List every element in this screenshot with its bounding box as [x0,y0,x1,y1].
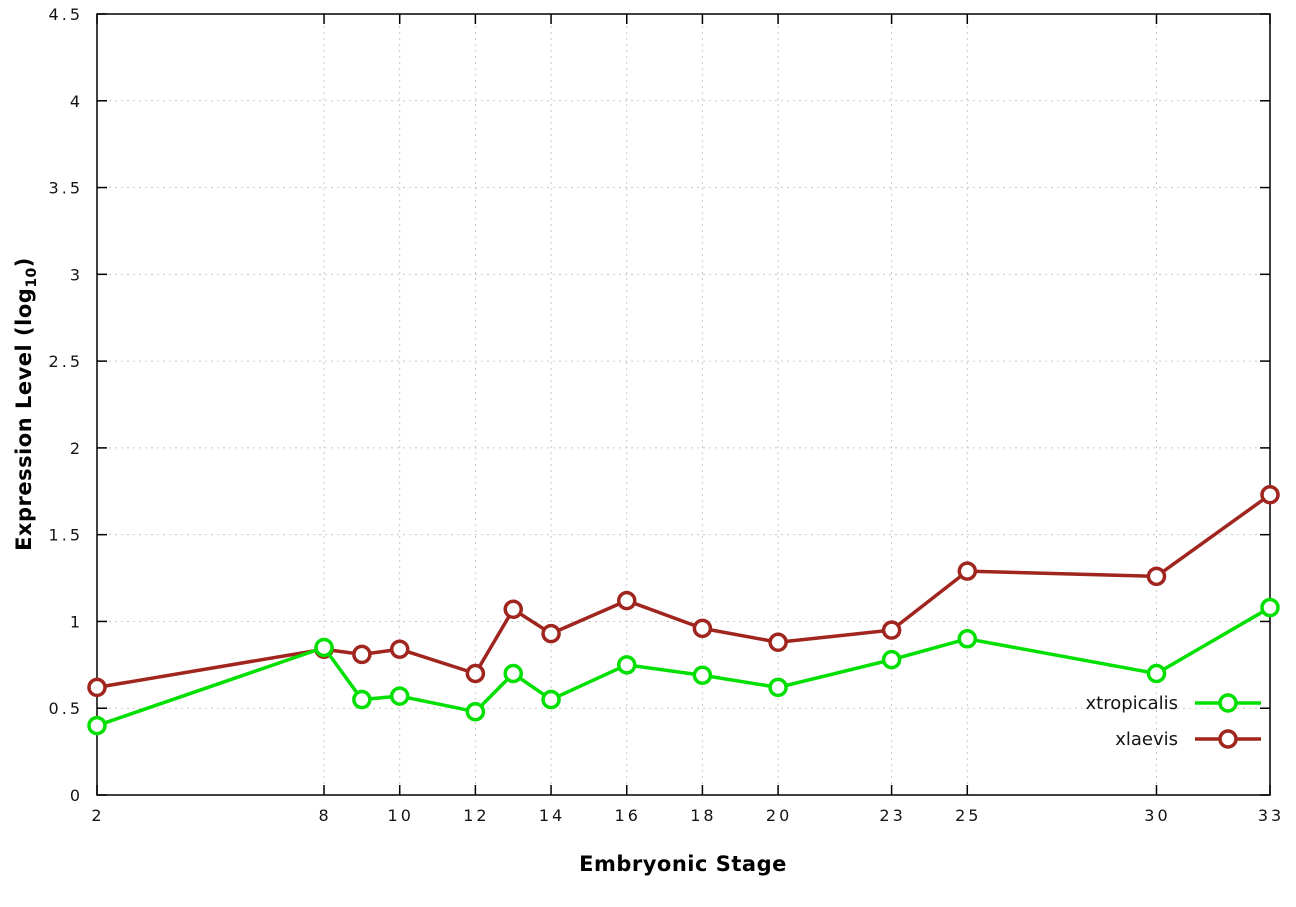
data-point-xlaevis [465,663,486,684]
series-xtropicalis [87,597,1280,736]
legend-item-xtropicalis: xtropicalis [1086,685,1264,721]
series-line-xlaevis [95,492,1272,690]
x-tick-label: 8 [318,806,331,825]
x-tick-label: 12 [463,806,489,825]
data-point-xtropicalis [957,629,978,649]
legend-sample-xtropicalis [1195,693,1261,713]
data-point-xtropicalis [1146,663,1167,684]
data-point-xtropicalis [616,655,637,675]
data-point-xlaevis [692,618,713,639]
data-point-xlaevis [768,632,788,653]
x-tick-label: 23 [879,806,905,825]
data-point-xlaevis [503,599,523,620]
series-xlaevis [87,484,1280,698]
x-tick-label: 14 [539,806,565,825]
data-point-xtropicalis [87,715,107,736]
data-point-xtropicalis [881,649,902,670]
x-tick-label: 20 [766,806,792,825]
y-axis-label-subscript: 10 [24,267,41,288]
data-point-xlaevis [389,639,410,659]
legend-label-xlaevis: xlaevis [1115,728,1178,750]
y-tick-label: 1 [70,612,83,631]
y-axis-label-text: Expression Level (log [11,287,36,551]
data-point-xlaevis [616,590,637,611]
data-point-xtropicalis [352,689,372,710]
x-tick-labels: 2 8 10 12 14 16 18 20 23 25 30 33 [91,806,1284,825]
y-tick-label: 3.5 [49,179,83,198]
axis-ticks [96,13,1271,796]
data-point-xtropicalis [1260,597,1280,618]
y-tick-label: 2 [70,439,83,458]
x-tick-label: 16 [615,806,641,825]
data-point-xlaevis [881,620,902,640]
data-point-xlaevis [352,644,372,665]
x-tick-label: 2 [91,806,104,825]
legend-label-xtropicalis: xtropicalis [1085,692,1178,714]
data-point-xtropicalis [465,701,486,722]
y-tick-label: 0.5 [49,699,83,718]
y-tick-label: 2.5 [49,352,83,371]
y-tick-label: 4 [70,92,83,111]
x-tick-label: 18 [690,806,716,825]
data-point-xtropicalis [503,663,523,684]
legend-marker-icon [1218,729,1238,749]
y-axis-label: Expression Level (log10) [12,257,40,551]
y-tick-label: 3 [70,265,83,284]
x-tick-label: 30 [1144,806,1170,825]
data-point-xtropicalis [389,686,410,706]
x-tick-label: 25 [955,806,981,825]
x-tick-label: 33 [1258,806,1284,825]
legend-marker-icon [1218,693,1238,713]
data-point-xtropicalis [314,637,334,658]
x-tick-label: 10 [388,806,414,825]
legend-item-xlaevis: xlaevis [1086,721,1264,757]
data-point-xtropicalis [692,665,713,685]
data-point-xtropicalis [768,677,788,698]
data-point-xlaevis [1260,484,1280,505]
data-point-xlaevis [957,561,978,581]
y-tick-label: 1.5 [49,526,83,545]
data-point-xtropicalis [541,689,561,710]
chart-legend: xtropicalis xlaevis [1086,685,1264,757]
data-point-xlaevis [87,677,107,698]
grid-lines [97,14,1270,795]
x-axis-label: Embryonic Stage [579,852,787,876]
legend-sample-xlaevis [1195,729,1261,749]
y-axis-label-suffix: ) [11,257,36,268]
y-tick-label: 0 [70,786,83,805]
data-point-xlaevis [541,623,561,644]
plot-border [96,13,1271,796]
data-point-xlaevis [1146,566,1167,587]
y-tick-label: 4.5 [49,5,83,24]
y-tick-labels: 0 0.5 1 1.5 2 2.5 3 3.5 4 4.5 [49,5,83,805]
